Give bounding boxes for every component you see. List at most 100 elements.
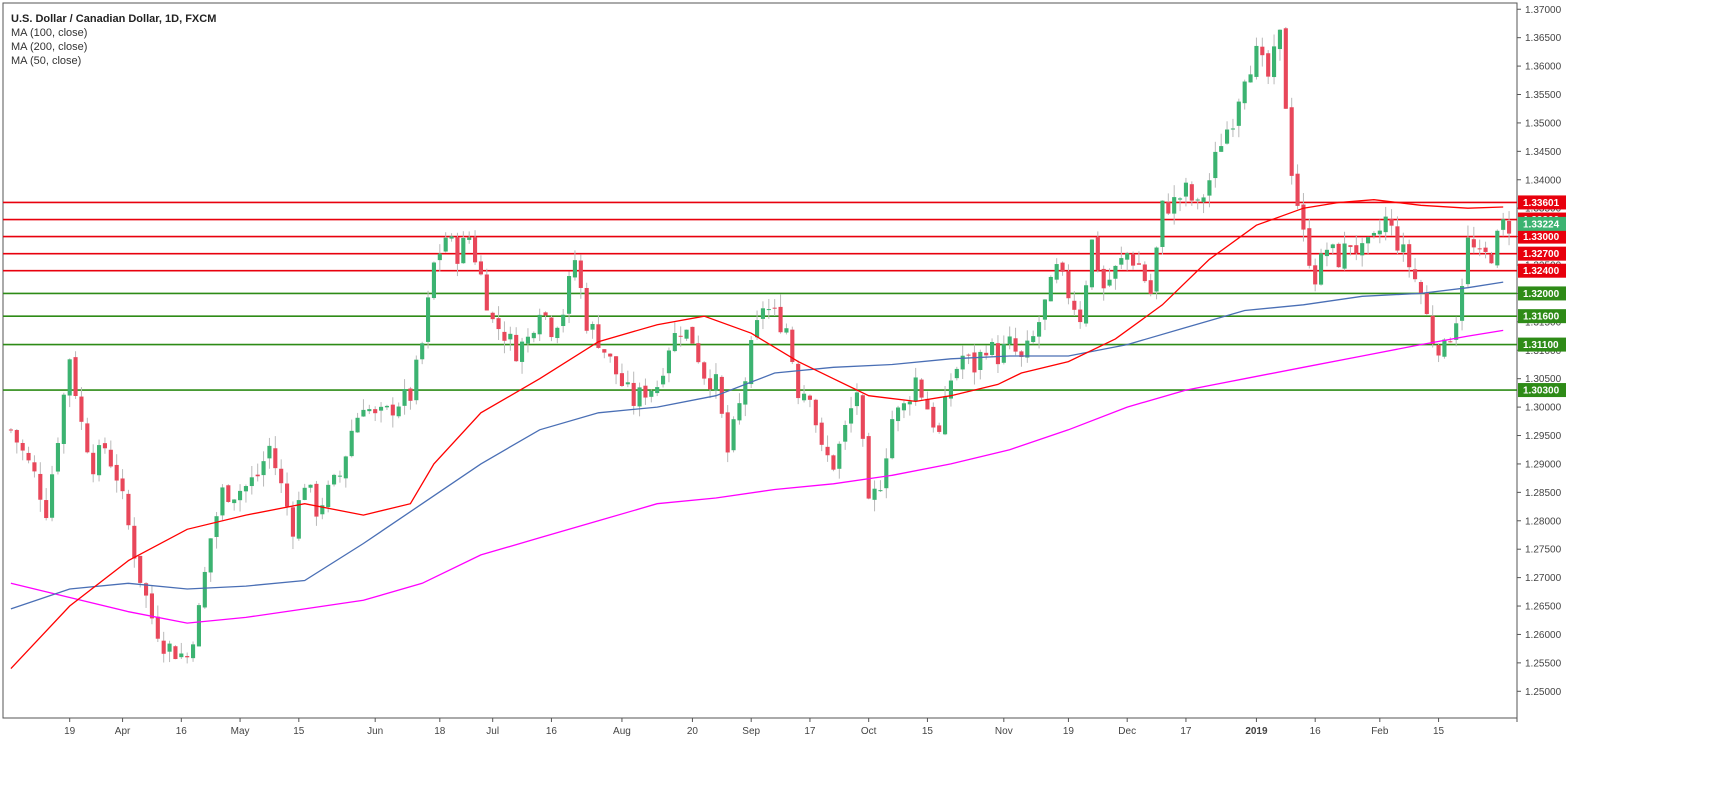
candle-up bbox=[960, 355, 965, 370]
candle-up bbox=[1213, 151, 1218, 179]
candle-down bbox=[173, 646, 178, 660]
candle-up bbox=[1219, 146, 1224, 152]
candle-down bbox=[108, 449, 113, 467]
candle-down bbox=[819, 422, 824, 445]
time-tick-label: 16 bbox=[1310, 726, 1322, 737]
current-price-tag bbox=[1518, 216, 1566, 231]
time-tick-label: 18 bbox=[434, 726, 446, 737]
resistance-level-tag bbox=[1518, 246, 1566, 261]
moving-average-lines bbox=[10, 199, 1504, 670]
candle-up bbox=[302, 487, 307, 500]
candle-up bbox=[402, 389, 407, 406]
price-tick-label: 1.30000 bbox=[1525, 403, 1562, 414]
candle-up bbox=[672, 333, 677, 352]
time-tick-label: 17 bbox=[804, 726, 816, 737]
time-axis[interactable]: 19 Apr 16 May 15 Jun 18 Jul 16 Aug 20 Sep 17 Oct 15 Nov… bbox=[64, 718, 1445, 737]
candle-down bbox=[478, 261, 483, 275]
legend-ma50[interactable]: MA (50, close) bbox=[11, 55, 82, 67]
price-tick-label: 1.29500 bbox=[1525, 431, 1562, 442]
candle-up bbox=[760, 308, 765, 319]
candle-down bbox=[608, 353, 613, 357]
candle-down bbox=[85, 423, 90, 453]
candle-up bbox=[572, 260, 577, 278]
candle-up bbox=[55, 443, 60, 472]
candle-up bbox=[590, 324, 595, 330]
support-level-label: 1.31600 bbox=[1523, 312, 1560, 323]
price-tick-label: 1.36000 bbox=[1525, 62, 1562, 73]
candle-up bbox=[537, 314, 542, 335]
candle-up bbox=[1225, 129, 1230, 144]
candle-up bbox=[97, 445, 102, 476]
resistance-level-label: 1.32700 bbox=[1523, 249, 1560, 260]
candle-down bbox=[1266, 53, 1271, 77]
time-tick-label: 16 bbox=[176, 726, 188, 737]
candle-down bbox=[584, 287, 589, 331]
candle-down bbox=[155, 616, 160, 639]
candle-up bbox=[1119, 258, 1124, 265]
candle-down bbox=[1142, 264, 1147, 282]
candle-up bbox=[943, 396, 948, 435]
candle-down bbox=[696, 343, 701, 363]
time-tick-label: Nov bbox=[995, 726, 1013, 737]
candle-up bbox=[1183, 182, 1188, 197]
candle-up bbox=[202, 571, 207, 608]
price-tick-label: 1.25000 bbox=[1525, 687, 1562, 698]
candle-up bbox=[431, 262, 436, 299]
candle-down bbox=[1389, 218, 1394, 226]
price-tick-label: 1.29000 bbox=[1525, 459, 1562, 470]
candle-up bbox=[1001, 344, 1006, 363]
legend-ma200[interactable]: MA (200, close) bbox=[11, 41, 88, 53]
candle-down bbox=[719, 376, 724, 414]
candle-up bbox=[907, 401, 912, 405]
price-tick-label: 1.37000 bbox=[1525, 5, 1562, 16]
candle-up bbox=[337, 475, 342, 477]
candle-up bbox=[1195, 199, 1200, 201]
candle-up bbox=[461, 237, 466, 264]
candle-up bbox=[1319, 253, 1324, 285]
candle-down bbox=[490, 312, 495, 320]
candle-down bbox=[314, 483, 319, 517]
candle-down bbox=[1418, 281, 1423, 294]
candle-up bbox=[625, 382, 630, 385]
candle-up bbox=[191, 644, 196, 659]
candle-up bbox=[567, 276, 572, 314]
candle-down bbox=[1354, 245, 1359, 254]
candle-down bbox=[1013, 338, 1018, 352]
candle-up bbox=[1107, 279, 1112, 286]
candle-up bbox=[520, 341, 525, 362]
candle-up bbox=[396, 406, 401, 417]
candle-down bbox=[543, 312, 548, 316]
support-level-label: 1.30300 bbox=[1523, 386, 1560, 397]
candle-down bbox=[1260, 46, 1265, 56]
candle-down bbox=[778, 306, 783, 333]
candle-down bbox=[678, 335, 683, 337]
candle-down bbox=[290, 507, 295, 537]
plot-frame bbox=[2, 2, 1518, 722]
price-tick-label: 1.34500 bbox=[1525, 147, 1562, 158]
candle-up bbox=[525, 336, 530, 344]
candle-down bbox=[120, 478, 125, 492]
candle-up bbox=[743, 381, 748, 405]
candle-down bbox=[1413, 269, 1418, 280]
candle-down bbox=[126, 493, 131, 526]
candle-down bbox=[972, 352, 977, 373]
candle-up bbox=[802, 393, 807, 401]
candle-down bbox=[790, 329, 795, 362]
candle-down bbox=[1060, 262, 1065, 272]
candle-up bbox=[1324, 249, 1329, 257]
candle-down bbox=[966, 354, 971, 356]
candle-down bbox=[919, 379, 924, 398]
candle-up bbox=[379, 406, 384, 411]
candle-up bbox=[884, 458, 889, 489]
legend-ma100[interactable]: MA (100, close) bbox=[11, 27, 88, 39]
candle-up bbox=[367, 409, 372, 412]
candle-down bbox=[373, 409, 378, 414]
candle-up bbox=[196, 605, 201, 647]
candle-down bbox=[984, 352, 989, 356]
candle-up bbox=[890, 419, 895, 459]
candle-down bbox=[1477, 248, 1482, 250]
candle-up bbox=[361, 409, 366, 417]
candle-down bbox=[1289, 107, 1294, 176]
time-tick-label: 16 bbox=[546, 726, 558, 737]
